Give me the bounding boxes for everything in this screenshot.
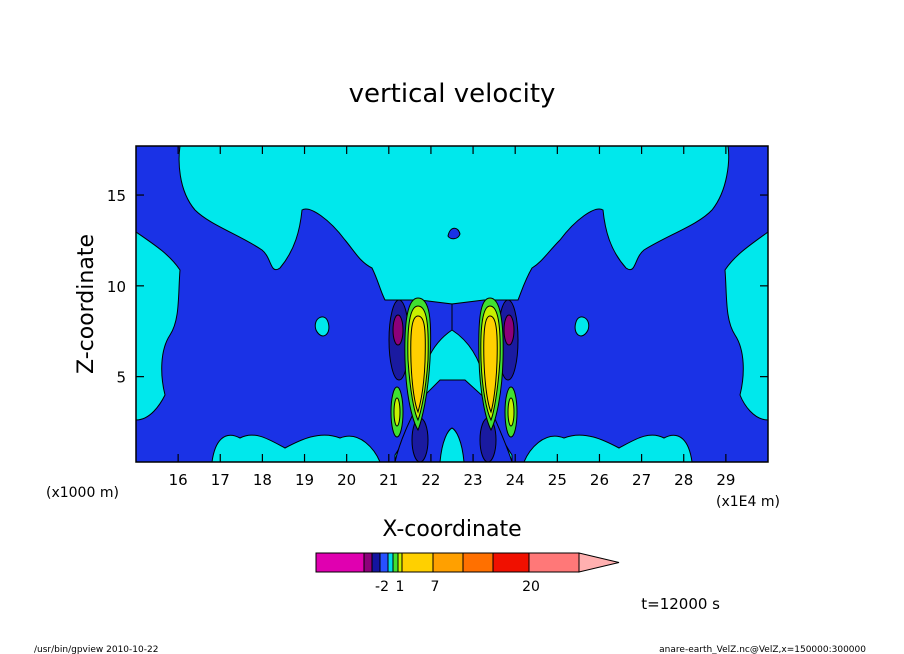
strong-negative-left	[392, 314, 404, 346]
colorbar-labels: -2 1 7 20	[375, 579, 540, 595]
y-tick-label: 10	[107, 278, 126, 296]
colorbar-segment	[379, 552, 389, 573]
colorbar-segment	[392, 552, 399, 573]
chart-title: vertical velocity	[349, 79, 556, 109]
x-tick-label: 20	[337, 471, 356, 489]
footer-right: anare-earth_VelZ.nc@VelZ,x=150000:300000	[659, 645, 866, 654]
hole-4	[523, 434, 693, 462]
strong-negative-right	[503, 314, 515, 346]
field-downdraft-left	[136, 146, 453, 462]
x-ticks: 16 17 18 19 20 21 22 23 24 25 26 27 28 29	[169, 146, 735, 489]
x-unit-left: (x1000 m)	[46, 485, 119, 501]
x-unit-right: (x1E4 m)	[716, 494, 780, 510]
field-downdraft-right	[451, 146, 768, 462]
updraft-right-core	[483, 315, 498, 414]
colorbar-segment	[371, 552, 381, 573]
x-tick-label: 22	[421, 471, 440, 489]
x-tick-label: 18	[253, 471, 272, 489]
colorbar-segment	[363, 552, 373, 573]
colorbar-label: 7	[431, 579, 440, 595]
x-tick-label: 26	[590, 471, 609, 489]
y-ticks: 5 10 15	[107, 187, 768, 387]
hole-3	[211, 434, 381, 462]
y-axis-label: Z-coordinate	[74, 234, 99, 374]
colorbar-label: 20	[522, 579, 540, 595]
x-tick-label: 25	[548, 471, 567, 489]
hole-5	[439, 427, 465, 462]
plot-frame	[135, 145, 769, 463]
colorbar-segment	[387, 552, 394, 573]
y-tick-label: 15	[107, 187, 126, 205]
hole-1	[314, 316, 330, 337]
x-tick-label: 29	[716, 471, 735, 489]
colorbar-segment	[315, 552, 365, 573]
x-tick-label: 27	[632, 471, 651, 489]
colorbar	[315, 552, 620, 573]
x-tick-label: 21	[379, 471, 398, 489]
colorbar-segment	[528, 552, 580, 573]
plot-area	[136, 146, 768, 462]
colorbar-segment	[492, 552, 530, 573]
colorbar-segment	[401, 552, 434, 573]
colorbar-segment	[462, 552, 494, 573]
colorbar-segment	[432, 552, 464, 573]
colorbar-segment	[397, 552, 403, 573]
footer-left: /usr/bin/gpview 2010-10-22	[34, 645, 158, 654]
x-tick-label: 16	[169, 471, 188, 489]
x-tick-label: 28	[674, 471, 693, 489]
x-tick-label: 23	[464, 471, 483, 489]
updraft-left-core	[410, 315, 426, 414]
colorbar-label: -2	[375, 579, 389, 595]
time-label: t=12000 s	[641, 595, 720, 613]
y-tick-label: 5	[116, 369, 126, 387]
top-notch	[447, 227, 461, 240]
colorbar-label: 1	[396, 579, 405, 595]
x-axis-label: X-coordinate	[382, 517, 521, 542]
moderate-positive-left-low	[393, 397, 401, 427]
moderate-positive-right-low	[507, 397, 515, 427]
x-tick-label: 19	[295, 471, 314, 489]
hole-2	[574, 316, 590, 337]
x-tick-label: 24	[506, 471, 525, 489]
colorbar-extend-arrow	[578, 552, 620, 573]
x-tick-label: 17	[211, 471, 230, 489]
